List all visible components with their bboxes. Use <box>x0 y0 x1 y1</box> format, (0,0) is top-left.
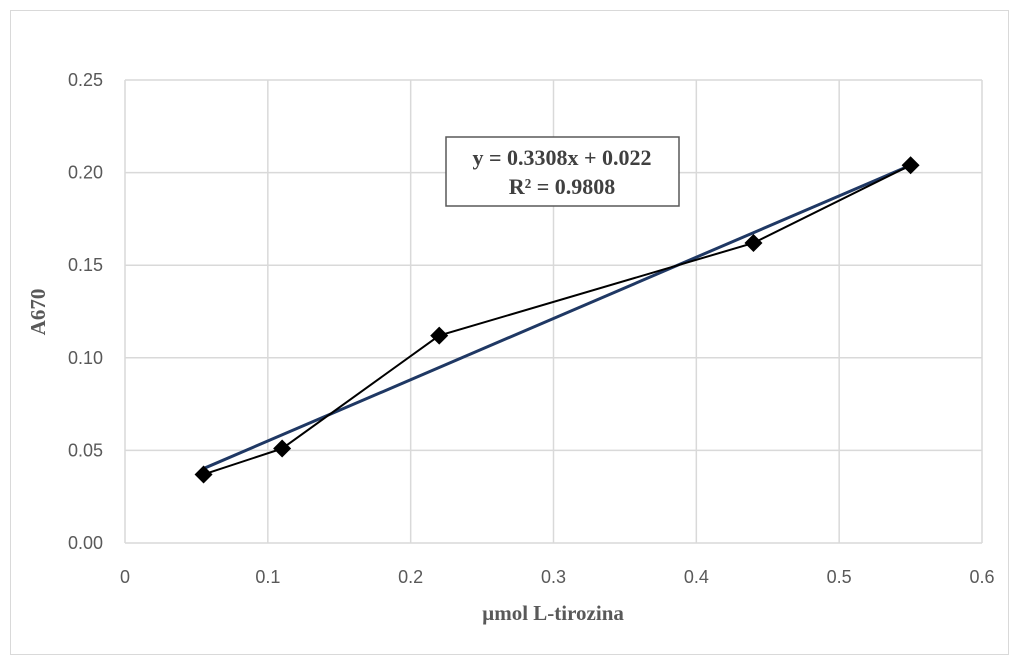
trendline-layer <box>202 163 912 470</box>
tick-labels: 0 0.1 0.2 0.3 0.4 0.5 0.6 0.00 0.05 0.10 0.15 0.20 0… <box>68 70 995 587</box>
y-tick-label: 0.20 <box>68 163 103 183</box>
x-tick-label: 0.4 <box>684 567 709 587</box>
trendline <box>202 163 912 470</box>
y-axis-title: A670 <box>26 289 50 336</box>
grid-lines <box>124 79 983 544</box>
equation-text: y = 0.3308x + 0.022 <box>472 145 651 170</box>
y-tick-label: 0.05 <box>68 440 103 460</box>
x-tick-label: 0 <box>120 567 130 587</box>
chart-frame <box>10 10 1009 655</box>
y-tick-label: 0.25 <box>68 70 103 90</box>
y-tick-label: 0.15 <box>68 255 103 275</box>
data-point <box>194 465 213 484</box>
x-tick-label: 0.5 <box>827 567 852 587</box>
equation-box: y = 0.3308x + 0.022 R² = 0.9808 <box>445 136 680 207</box>
data-point <box>430 326 449 345</box>
r-squared-text: R² = 0.9808 <box>509 174 616 199</box>
data-point <box>744 233 763 252</box>
y-tick-label: 0.00 <box>68 533 103 553</box>
series-layer <box>194 156 920 484</box>
x-tick-label: 0.3 <box>541 567 566 587</box>
x-tick-label: 0.2 <box>398 567 423 587</box>
x-axis-title: µmol L-tirozina <box>482 601 624 625</box>
data-point <box>273 439 292 458</box>
x-tick-label: 0.6 <box>969 567 994 587</box>
x-tick-label: 0.1 <box>255 567 280 587</box>
y-tick-label: 0.10 <box>68 348 103 368</box>
data-point <box>901 156 920 175</box>
